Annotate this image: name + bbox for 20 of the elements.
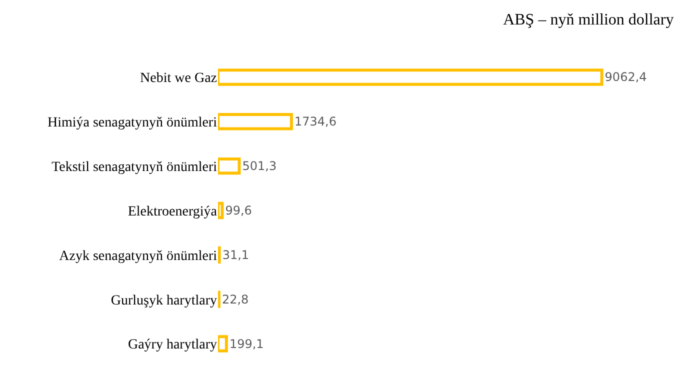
data-label: 22,8 (222, 292, 249, 306)
bar (218, 202, 224, 220)
data-label: 9062,4 (604, 70, 647, 84)
data-label: 501,3 (242, 159, 277, 174)
y-tick-label: Azyk senagatynyň önümleri (59, 248, 218, 264)
data-label: 99,6 (225, 204, 252, 218)
y-tick-label: Tekstil senagatynyň önümleri (52, 160, 218, 175)
bar (218, 335, 228, 352)
y-tick-label: Nebit we Gaz (140, 71, 217, 86)
y-tick-label: Himiýa senagatynyň önümleri (47, 116, 218, 131)
data-label: 31,1 (222, 248, 250, 262)
bar (218, 157, 241, 175)
data-label: 199,1 (229, 336, 264, 351)
bar (218, 113, 293, 130)
y-tick-label: Gurluşyk harytlary (110, 293, 217, 308)
bar (218, 68, 604, 86)
chart-title: ABŞ – nyň million dollary (503, 11, 674, 28)
y-tick-label: Gaýry harytlary (128, 338, 217, 353)
y-tick-label: Elektroenergiýa (128, 204, 218, 220)
data-label: 1734,6 (294, 114, 336, 129)
